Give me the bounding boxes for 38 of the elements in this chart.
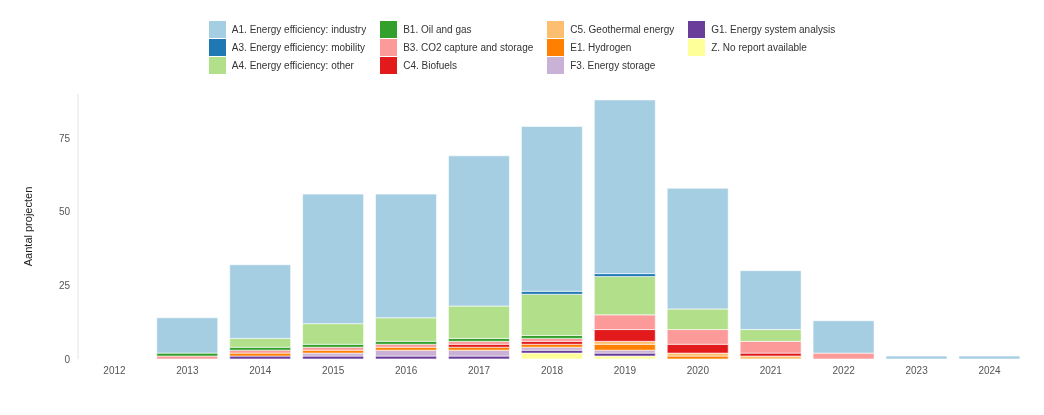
x-tick-label: 2014 <box>249 365 272 377</box>
legend-label: G1. Energy system analysis <box>711 23 836 35</box>
bar <box>885 355 948 359</box>
y-tick-label: 75 <box>58 132 71 144</box>
x-tick-label: 2016 <box>395 365 418 377</box>
x-tick-label: 2019 <box>613 365 637 377</box>
bar <box>521 126 583 292</box>
bar <box>958 355 1021 359</box>
bar <box>156 317 219 354</box>
y-axis-title: Aantal projecten <box>21 186 34 267</box>
x-tick-label: 2017 <box>467 365 491 377</box>
x-tick-label: 2018 <box>540 365 564 377</box>
x-tick-label: 2024 <box>978 365 1002 377</box>
legend-label: A3. Energy efficiency: mobility <box>231 41 366 53</box>
legend-label: B3. CO2 capture and storage <box>403 41 534 53</box>
legend-label: A4. Energy efficiency: other <box>231 59 354 71</box>
x-tick-label: 2013 <box>176 365 199 377</box>
x-tick-label: 2015 <box>322 365 345 377</box>
bar <box>594 343 656 351</box>
x-tick-label: 2020 <box>686 365 710 377</box>
bar <box>594 99 656 274</box>
legend-label: C4. Biofuels <box>403 59 458 71</box>
legend-label: Z. No report available <box>711 41 807 53</box>
legend-label: C5. Geothermal energy <box>570 23 675 35</box>
x-tick-label: 2012 <box>103 365 127 377</box>
y-tick-label: 0 <box>64 353 71 365</box>
legend-label: B1. Oil and gas <box>403 23 472 35</box>
bar <box>448 349 510 357</box>
bar <box>375 349 437 357</box>
legend-label: F3. Energy storage <box>570 59 656 71</box>
legend-label: A1. Energy efficiency: industry <box>231 23 367 35</box>
x-tick-label: 2021 <box>759 365 783 377</box>
legend-label: E1. Hydrogen <box>570 41 632 53</box>
y-tick-label: 50 <box>58 206 71 218</box>
x-tick-label: 2023 <box>905 365 929 377</box>
x-tick-label: 2022 <box>832 365 856 377</box>
y-tick-label: 25 <box>58 279 71 291</box>
bar <box>521 293 583 336</box>
